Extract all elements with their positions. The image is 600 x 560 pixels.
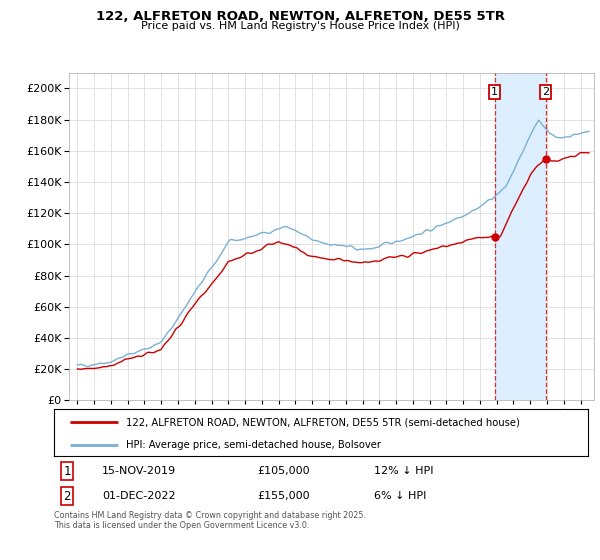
Text: £155,000: £155,000 [257, 491, 310, 501]
Text: 1: 1 [64, 465, 71, 478]
Text: 2: 2 [542, 87, 549, 96]
Bar [495, 73, 545, 400]
Text: 1: 1 [491, 87, 498, 96]
Text: £105,000: £105,000 [257, 466, 310, 476]
Text: 12% ↓ HPI: 12% ↓ HPI [374, 466, 434, 476]
Text: 122, ALFRETON ROAD, NEWTON, ALFRETON, DE55 5TR (semi-detached house): 122, ALFRETON ROAD, NEWTON, ALFRETON, DE… [126, 417, 520, 427]
Text: 01-DEC-2022: 01-DEC-2022 [102, 491, 176, 501]
Text: Contains HM Land Registry data © Crown copyright and database right 2025.
This d: Contains HM Land Registry data © Crown c… [54, 511, 366, 530]
Text: 6% ↓ HPI: 6% ↓ HPI [374, 491, 427, 501]
Text: 2: 2 [64, 490, 71, 503]
Text: Price paid vs. HM Land Registry's House Price Index (HPI): Price paid vs. HM Land Registry's House … [140, 21, 460, 31]
Text: 122, ALFRETON ROAD, NEWTON, ALFRETON, DE55 5TR: 122, ALFRETON ROAD, NEWTON, ALFRETON, DE… [95, 10, 505, 22]
Text: HPI: Average price, semi-detached house, Bolsover: HPI: Average price, semi-detached house,… [126, 440, 381, 450]
Text: 15-NOV-2019: 15-NOV-2019 [102, 466, 176, 476]
